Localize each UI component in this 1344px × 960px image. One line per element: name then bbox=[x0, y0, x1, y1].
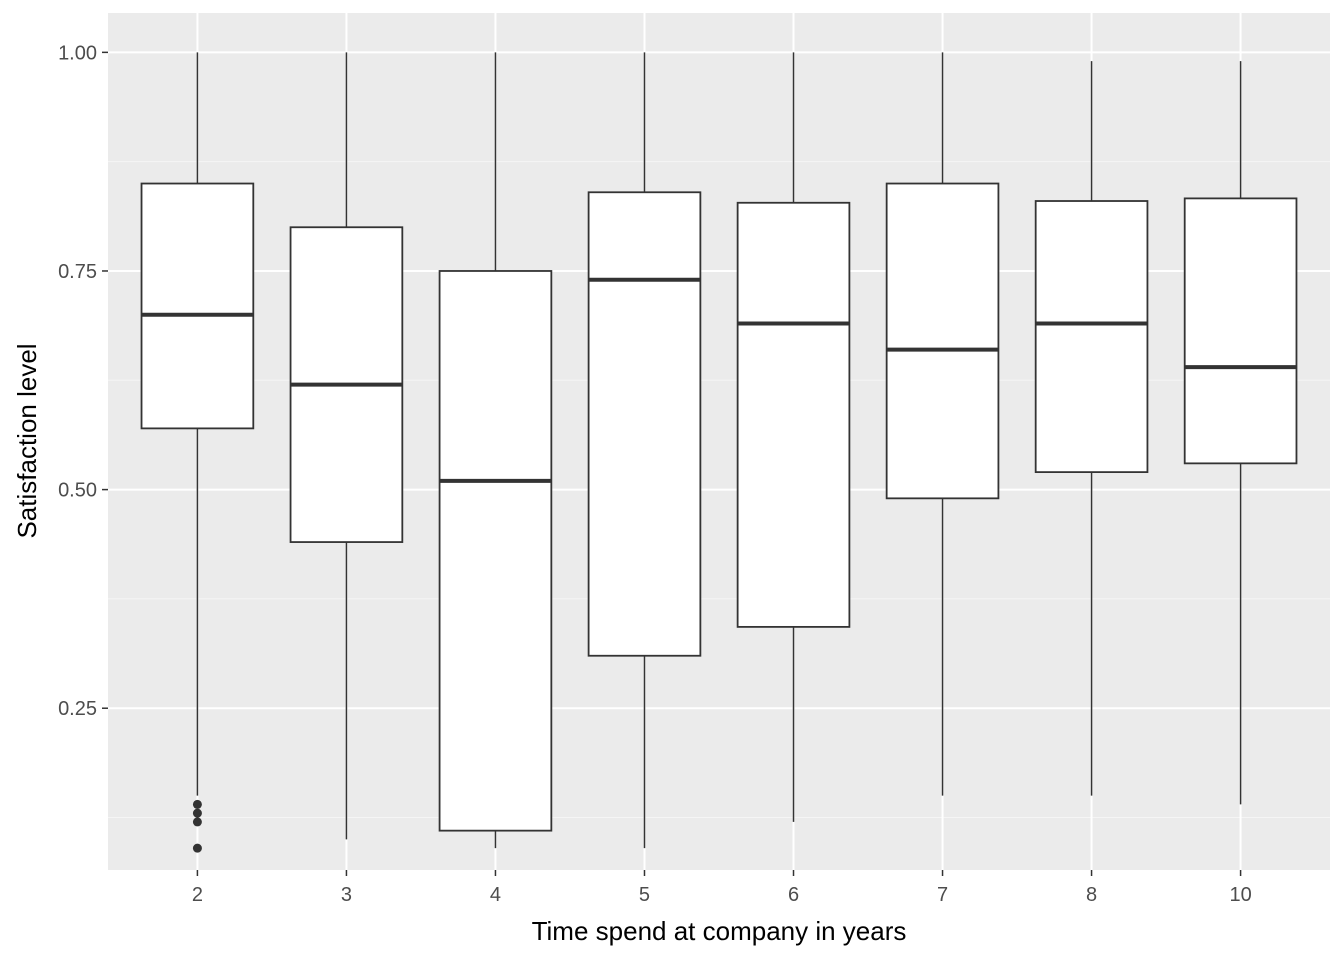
x-tick-label: 2 bbox=[192, 884, 203, 906]
box-5 bbox=[587, 52, 702, 849]
iqr-box bbox=[736, 201, 851, 628]
x-tick-label: 4 bbox=[490, 884, 501, 906]
box-4 bbox=[438, 52, 553, 849]
box-3 bbox=[289, 52, 404, 840]
axis-layer: 0.25 0.50 0.75 1.00 2 3 4 5 6 7 8 10 bbox=[58, 42, 1252, 906]
y-tick-label: 0.50 bbox=[58, 480, 97, 502]
iqr-box bbox=[140, 182, 255, 430]
outlier-point bbox=[192, 843, 202, 853]
outlier-point bbox=[192, 799, 202, 809]
outlier-point bbox=[192, 808, 202, 818]
y-axis-title: Satisfaction level bbox=[12, 343, 42, 538]
box-6 bbox=[736, 52, 851, 822]
box-8 bbox=[1034, 61, 1149, 796]
box-2 bbox=[140, 52, 255, 853]
x-tick-label: 6 bbox=[788, 884, 799, 906]
iqr-box bbox=[885, 182, 1000, 500]
box-10 bbox=[1183, 61, 1298, 805]
x-tick-label: 3 bbox=[341, 884, 352, 906]
iqr-box bbox=[1183, 197, 1298, 465]
y-tick-label: 0.75 bbox=[58, 261, 97, 283]
x-tick-label: 10 bbox=[1229, 884, 1251, 906]
iqr-box bbox=[438, 270, 553, 832]
y-tick-label: 1.00 bbox=[58, 42, 97, 64]
x-tick-label: 8 bbox=[1086, 884, 1097, 906]
x-tick-label: 7 bbox=[937, 884, 948, 906]
iqr-box bbox=[587, 191, 702, 657]
x-axis-title: Time spend at company in years bbox=[532, 916, 907, 946]
box-7 bbox=[885, 52, 1000, 796]
outlier-point bbox=[192, 817, 202, 827]
box-layer bbox=[140, 52, 1298, 853]
iqr-box bbox=[1034, 200, 1149, 474]
x-tick-label: 5 bbox=[639, 884, 650, 906]
y-tick-label: 0.25 bbox=[58, 698, 97, 720]
